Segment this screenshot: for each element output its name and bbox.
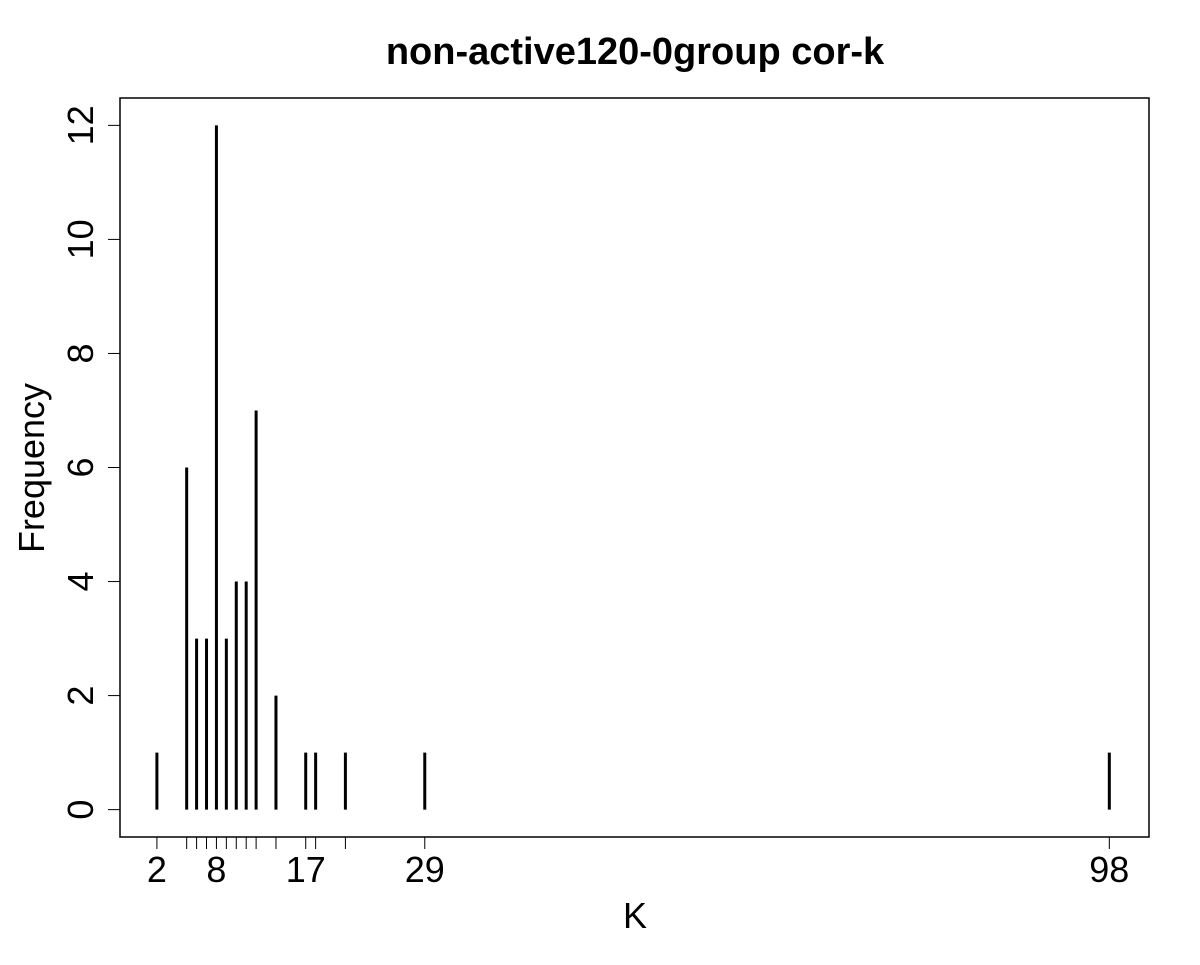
y-axis: 0 2 4 6 8 10 12 (60, 105, 121, 820)
plot-frame (119, 97, 1150, 838)
x-tick-label-2: 2 (147, 849, 167, 890)
y-tick-label-6: 6 (60, 457, 101, 477)
bars-layer (155, 125, 1111, 810)
y-tick-label-8: 8 (60, 343, 101, 363)
x-tick-label-17: 17 (286, 849, 326, 890)
y-tick-label-0: 0 (60, 800, 101, 820)
x-tick-label-29: 29 (405, 849, 445, 890)
x-axis-title: K (623, 895, 647, 936)
y-axis-title: Frequency (11, 383, 52, 553)
x-axis: 2 8 17 29 98 (147, 837, 1129, 890)
y-tick-label-4: 4 (60, 572, 101, 592)
x-tick-label-98: 98 (1089, 849, 1129, 890)
y-tick-label-2: 2 (60, 686, 101, 706)
y-tick-label-12: 12 (60, 105, 101, 145)
chart-title: non-active120-0group cor-k (386, 31, 885, 73)
y-tick-label-10: 10 (60, 219, 101, 259)
x-tick-label-8: 8 (206, 849, 226, 890)
